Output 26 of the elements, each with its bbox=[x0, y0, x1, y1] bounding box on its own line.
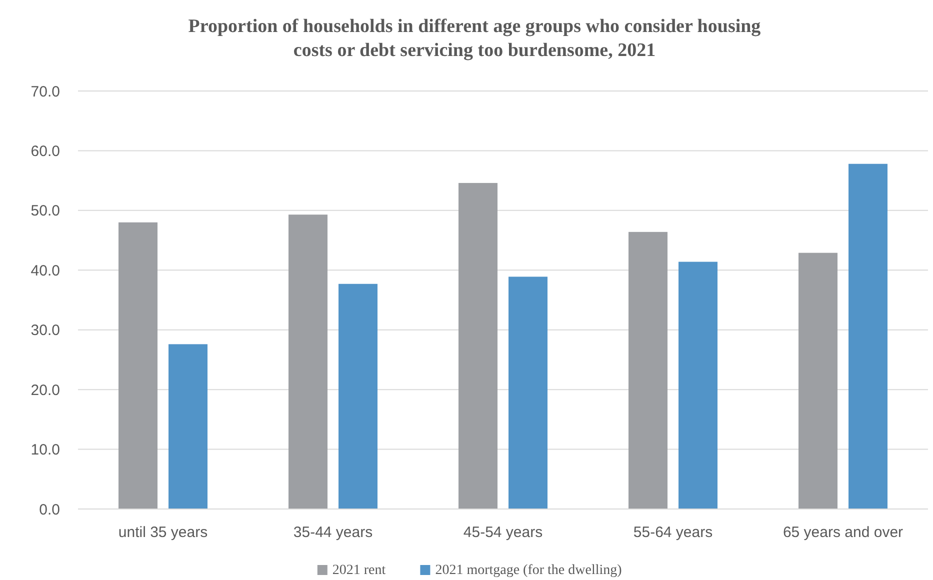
y-tick-label: 30.0 bbox=[30, 322, 60, 340]
legend-label: 2021 mortgage (for the dwelling) bbox=[435, 563, 622, 578]
x-tick-label: 35-44 years bbox=[293, 524, 373, 541]
bar bbox=[798, 252, 838, 509]
y-tick-label: 50.0 bbox=[30, 202, 60, 220]
bar bbox=[118, 222, 158, 509]
x-tick-label: 55-64 years bbox=[633, 524, 713, 541]
y-tick-label: 70.0 bbox=[30, 83, 60, 100]
bar bbox=[628, 232, 668, 509]
y-tick-label: 0.0 bbox=[39, 501, 60, 518]
bar bbox=[458, 182, 498, 509]
y-tick-label: 40.0 bbox=[30, 262, 60, 280]
bar bbox=[168, 344, 208, 509]
bar bbox=[678, 262, 718, 509]
bar bbox=[508, 276, 548, 509]
x-tick-label: until 35 years bbox=[118, 524, 208, 541]
y-tick-label: 20.0 bbox=[30, 382, 60, 399]
bar bbox=[848, 164, 888, 509]
x-tick-label: 45-54 years bbox=[463, 524, 543, 541]
x-tick-label: 65 years and over bbox=[782, 524, 904, 541]
y-tick-label: 60.0 bbox=[30, 142, 60, 160]
bar bbox=[338, 284, 378, 509]
chart-title: Proportion of households in different age groups who consider housing costs or debt servicing too burdensome, 2021 bbox=[188, 16, 762, 61]
y-tick-label: 10.0 bbox=[30, 442, 60, 459]
bar bbox=[288, 214, 328, 509]
legend-label: 2021 rent bbox=[332, 563, 386, 578]
